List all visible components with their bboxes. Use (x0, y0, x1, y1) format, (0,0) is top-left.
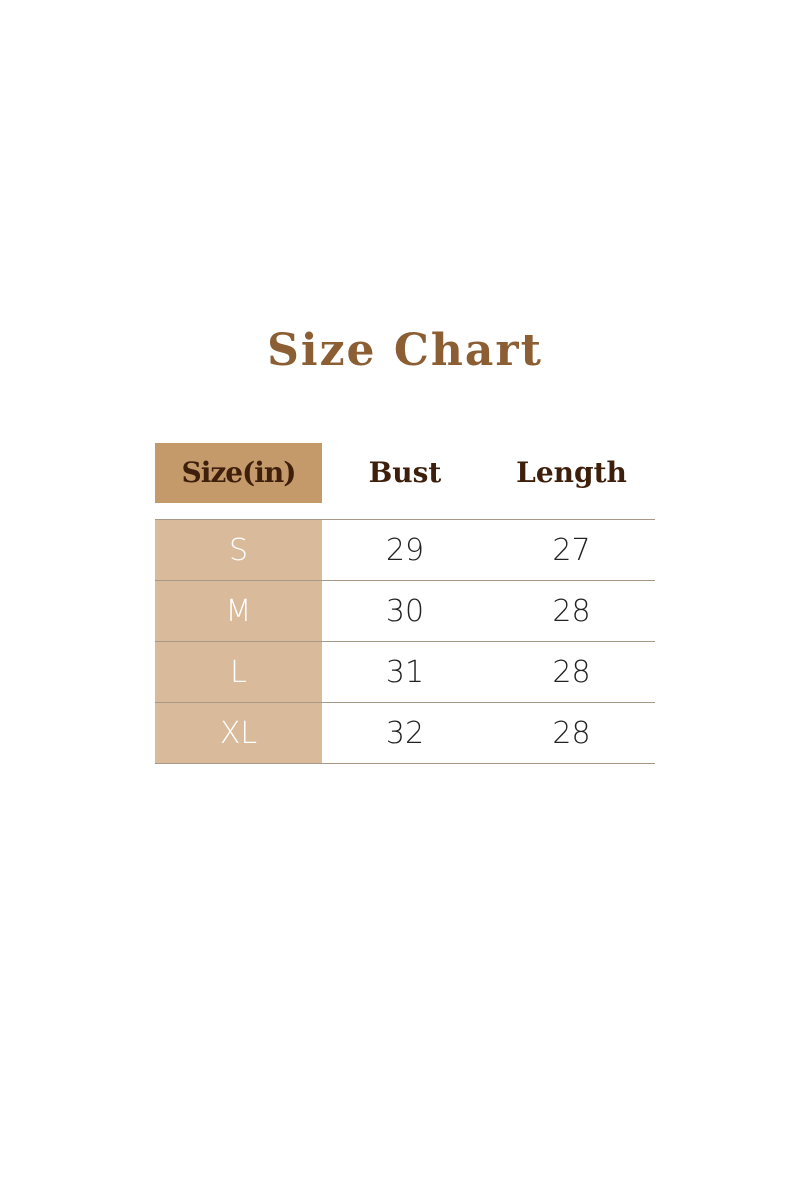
length-cell: 28 (552, 593, 591, 629)
size-table: S 29 27 M 30 28 L 31 28 XL 32 28 (155, 519, 655, 764)
size-cell: M (155, 581, 322, 641)
table-row: XL 32 28 (155, 703, 655, 764)
size-cell: S (155, 520, 322, 580)
bust-cell: 31 (385, 654, 425, 690)
bust-cell: 29 (385, 532, 425, 568)
length-cell: 28 (552, 715, 591, 751)
table-row: M 30 28 (155, 581, 655, 642)
table-row: L 31 28 (155, 642, 655, 703)
size-cell: XL (155, 703, 322, 763)
length-cell: 28 (552, 654, 591, 690)
size-cell: L (155, 642, 322, 702)
header-length: Length (516, 456, 627, 489)
table-row: S 29 27 (155, 520, 655, 581)
length-cell: 27 (552, 532, 591, 568)
bust-cell: 32 (385, 715, 425, 751)
page-title: Size Chart (267, 325, 543, 376)
bust-cell: 30 (385, 593, 425, 629)
header-bust: Bust (368, 456, 442, 489)
header-size: Size(in) (155, 443, 322, 503)
